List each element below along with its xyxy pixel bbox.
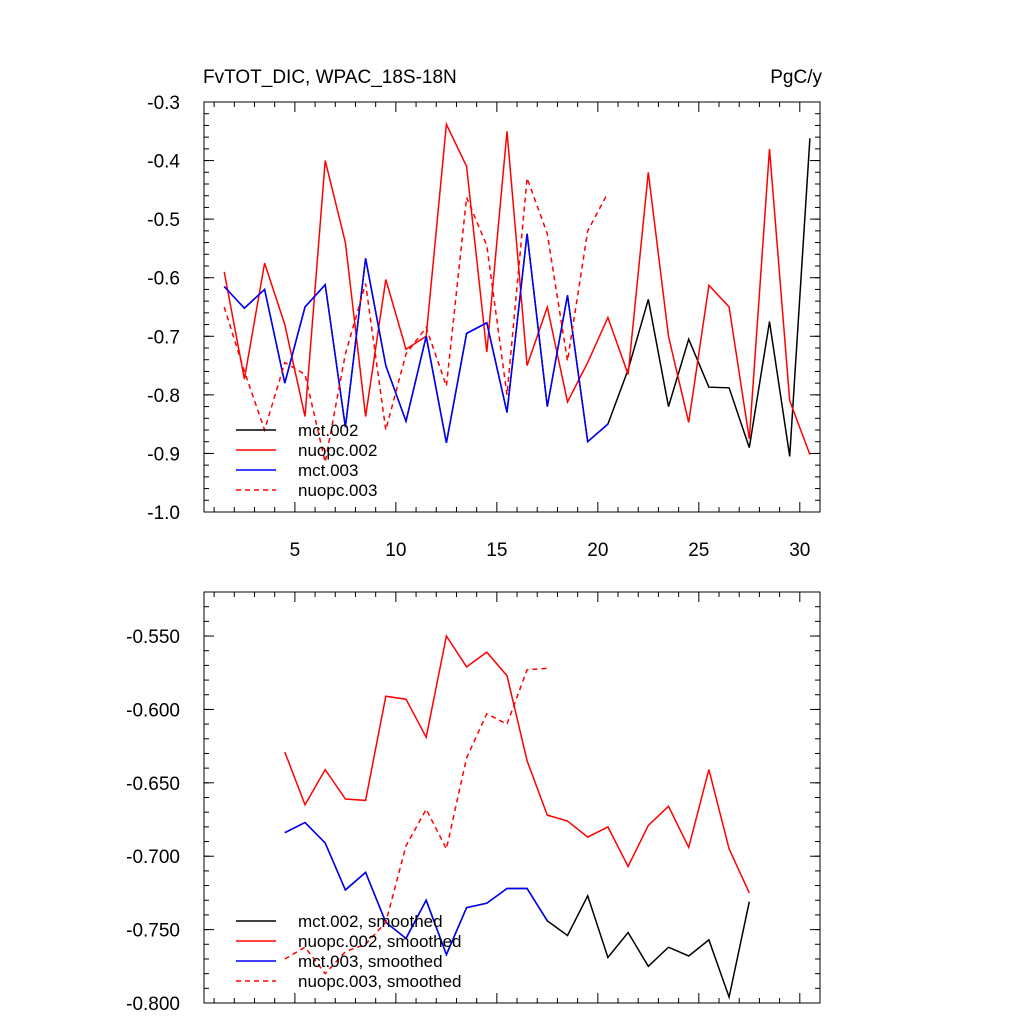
y-tick-label: -1.0 <box>147 503 180 524</box>
chart-units-label: PgC/y <box>770 67 822 88</box>
y-tick-label: -0.600 <box>126 700 180 721</box>
series-line-mct-003 <box>223 233 609 444</box>
series-line-nuopc-003-smoothed <box>284 667 548 975</box>
y-tick-label: -0.8 <box>147 386 180 407</box>
y-tick-label: -0.4 <box>147 152 180 173</box>
y-tick-label: -0.9 <box>147 444 180 465</box>
y-tick-label: -0.7 <box>147 327 180 348</box>
series-line-nuopc-003 <box>223 177 609 463</box>
x-tick-label: 30 <box>789 540 810 561</box>
legend-label: mct.003 <box>298 461 358 480</box>
x-tick-label: 5 <box>290 540 301 561</box>
legend-label: nuopc.003, smoothed <box>298 972 462 991</box>
x-tick-label: 25 <box>688 540 709 561</box>
x-tick-label: 10 <box>385 540 406 561</box>
legend-label: mct.002 <box>298 421 358 440</box>
plot-frame <box>203 591 821 1004</box>
legend-label: nuopc.003 <box>298 481 377 500</box>
series-line-mct-003-smoothed <box>284 821 548 957</box>
y-tick-label: -0.6 <box>147 269 180 290</box>
legend-label: nuopc.002 <box>298 441 377 460</box>
y-tick-label: -0.650 <box>126 774 180 795</box>
x-tick-label: 20 <box>587 540 608 561</box>
series-line-nuopc-002-smoothed <box>284 634 750 894</box>
top-line-chart: 5 10 15 20 25 30 -0.3 -0.4 -0.5 -0.6 -0.7 -0.8 -0.9 -… <box>147 93 821 561</box>
y-tick-label: -0.800 <box>126 994 180 1015</box>
bottom-smoothed-line-chart: -0.550 -0.600 -0.650 -0.700 -0.750 -0.800 mct.… <box>126 591 821 1015</box>
legend-label: mct.002, smoothed <box>298 912 443 931</box>
y-tick-label: -0.3 <box>147 93 180 114</box>
y-tick-label: -0.750 <box>126 921 180 942</box>
y-tick-label: -0.700 <box>126 847 180 868</box>
legend-label: nuopc.002, smoothed <box>298 932 462 951</box>
series-line-nuopc-002 <box>223 121 811 455</box>
x-tick-label: 15 <box>486 540 507 561</box>
y-tick-label: -0.5 <box>147 210 180 231</box>
y-tick-label: -0.550 <box>126 627 180 648</box>
series-line-mct-002 <box>223 138 811 457</box>
plot-frame <box>203 101 821 513</box>
chart-title: FvTOT_DIC, WPAC_18S-18N <box>203 67 457 88</box>
legend-label: mct.003, smoothed <box>298 952 443 971</box>
